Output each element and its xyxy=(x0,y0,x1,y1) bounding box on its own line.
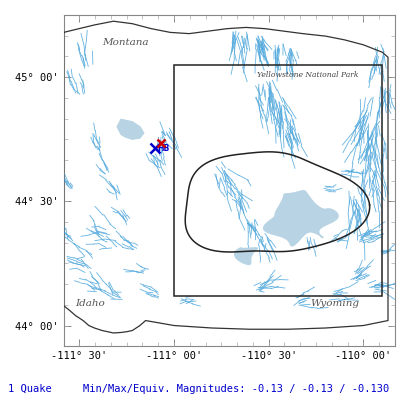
Text: Idaho: Idaho xyxy=(75,299,105,308)
Text: Wyoming: Wyoming xyxy=(310,299,358,308)
Polygon shape xyxy=(263,191,337,246)
Polygon shape xyxy=(117,119,144,139)
Text: Montana: Montana xyxy=(102,38,148,47)
Text: Yellowstone National Park: Yellowstone National Park xyxy=(257,71,358,79)
Bar xyxy=(173,65,381,296)
Text: HB: HB xyxy=(157,144,169,153)
Polygon shape xyxy=(185,152,369,252)
Text: 1 Quake     Min/Max/Equiv. Magnitudes: -0.13 / -0.13 / -0.130: 1 Quake Min/Max/Equiv. Magnitudes: -0.13… xyxy=(8,384,389,394)
Polygon shape xyxy=(234,248,257,264)
